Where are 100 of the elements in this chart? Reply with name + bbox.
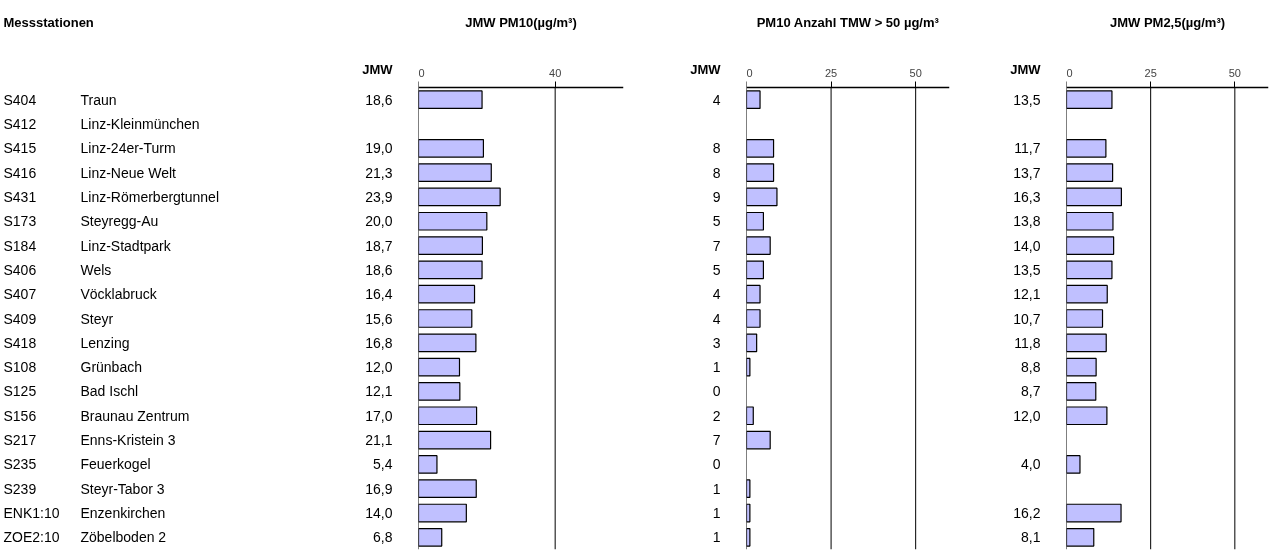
- data-label: 4,0: [1021, 456, 1041, 473]
- bar: [746, 479, 751, 499]
- data-label: 16,9: [365, 480, 393, 497]
- data-label: 14,0: [1013, 237, 1041, 254]
- bar: [418, 211, 488, 231]
- data-label: 16,4: [365, 286, 393, 303]
- category-label: S184 Linz-Stadtpark: [3, 237, 171, 254]
- bar: [746, 211, 765, 231]
- chart-title: PM10 Anzahl TMW > 50 µg/m³: [756, 15, 940, 30]
- category-label: S431 Linz-Römerbergtunnel: [3, 188, 220, 205]
- data-label: 7: [712, 237, 721, 254]
- category-label: S412 Linz-Kleinmünchen: [3, 115, 200, 132]
- data-label: 8,8: [1021, 359, 1041, 376]
- text: JMW: [1010, 61, 1042, 77]
- data-label: 18,7: [365, 237, 393, 254]
- data-label: 8: [712, 164, 721, 181]
- category-label: S125 Bad Ischl: [3, 383, 139, 400]
- data-label: 1: [712, 359, 721, 376]
- bar: [418, 309, 473, 328]
- bar: [418, 90, 483, 110]
- category-label: ZOE2:10 Zöbelboden 2: [3, 529, 167, 546]
- bar: [1066, 406, 1108, 426]
- data-label: 4: [712, 91, 721, 108]
- bar: [418, 236, 483, 255]
- bar: [1066, 309, 1104, 328]
- data-label: 18,6: [365, 261, 393, 278]
- bar: [746, 333, 758, 353]
- x-tick-label: 50: [909, 66, 922, 79]
- x-tick-label: 25: [824, 66, 838, 79]
- bar: [1066, 503, 1122, 523]
- bar: [746, 503, 751, 523]
- category-label: S404 Traun: [3, 91, 117, 108]
- bar: [418, 138, 485, 158]
- bar: [418, 479, 477, 499]
- bar: [746, 430, 771, 450]
- bar: [746, 138, 775, 158]
- data-label: 2: [712, 407, 721, 424]
- bar: [746, 406, 754, 426]
- bar: [746, 357, 751, 377]
- data-label: 13,8: [1013, 213, 1041, 230]
- bar: [1066, 211, 1114, 231]
- category-label: S416 Linz-Neue Welt: [3, 164, 176, 181]
- data-label: 6,8: [373, 529, 393, 546]
- data-label: 10,7: [1013, 310, 1041, 327]
- data-label: 1: [712, 480, 721, 497]
- text: JMW: [690, 61, 722, 77]
- bar: [418, 260, 483, 280]
- data-label: 16,8: [365, 334, 393, 351]
- data-label: 8,7: [1021, 383, 1041, 400]
- category-label: S173 Steyregg-Au: [3, 213, 159, 230]
- chart-title: JMW PM10(µg/m³): [465, 15, 577, 30]
- bar: [1066, 163, 1114, 182]
- bar: [1066, 527, 1095, 547]
- data-label: 11,7: [1014, 140, 1041, 157]
- category-label: S415 Linz-24er-Turm: [3, 140, 176, 157]
- chart-title: JMW PM2,5(µg/m³): [1109, 15, 1226, 30]
- data-label: 5: [712, 261, 721, 278]
- bar: [1066, 357, 1097, 377]
- data-label: 8,1: [1021, 529, 1041, 546]
- category-label: ENK1:10 Enzenkirchen: [3, 505, 166, 522]
- bar: [418, 284, 476, 304]
- category-label: S156 Braunau Zentrum: [3, 407, 190, 424]
- bar: [418, 163, 492, 182]
- data-label: 21,1: [365, 432, 393, 449]
- data-label: 12,0: [365, 359, 393, 376]
- bar: [1066, 284, 1108, 304]
- bar: [1066, 382, 1097, 401]
- bar: [1066, 187, 1122, 207]
- bar: [1066, 90, 1113, 110]
- data-label: 9: [712, 188, 721, 205]
- category-label: S235 Feuerkogel: [3, 456, 151, 473]
- bar: [418, 430, 492, 450]
- data-label: 0: [712, 383, 721, 400]
- category-label: S239 Steyr-Tabor 3: [3, 480, 165, 497]
- bar: [746, 163, 775, 182]
- bar: [1066, 333, 1107, 353]
- data-label: 11,8: [1014, 334, 1041, 351]
- bar: [746, 309, 761, 328]
- data-label: 19,0: [365, 140, 393, 157]
- category-label: S407 Vöcklabruck: [3, 286, 157, 303]
- data-label: 5,4: [373, 456, 393, 473]
- bar: [418, 357, 461, 377]
- bar: [1066, 236, 1115, 255]
- bar: [746, 90, 761, 110]
- x-tick-label: 0: [418, 66, 425, 79]
- category-label: S406 Wels: [3, 261, 112, 278]
- bar: [746, 527, 751, 547]
- data-label: 13,5: [1013, 261, 1041, 278]
- data-label: 12,1: [1013, 286, 1041, 303]
- text: JMW: [362, 61, 394, 77]
- data-label: 0: [712, 456, 721, 473]
- data-label: 16,3: [1013, 188, 1041, 205]
- data-label: 4: [712, 310, 721, 327]
- bar: [1066, 138, 1107, 158]
- data-label: 12,1: [365, 383, 393, 400]
- data-label: 5: [712, 213, 721, 230]
- data-label: 1: [712, 529, 721, 546]
- x-tick-label: 50: [1228, 66, 1241, 79]
- data-label: 12,0: [1013, 407, 1041, 424]
- data-label: 7: [712, 432, 721, 449]
